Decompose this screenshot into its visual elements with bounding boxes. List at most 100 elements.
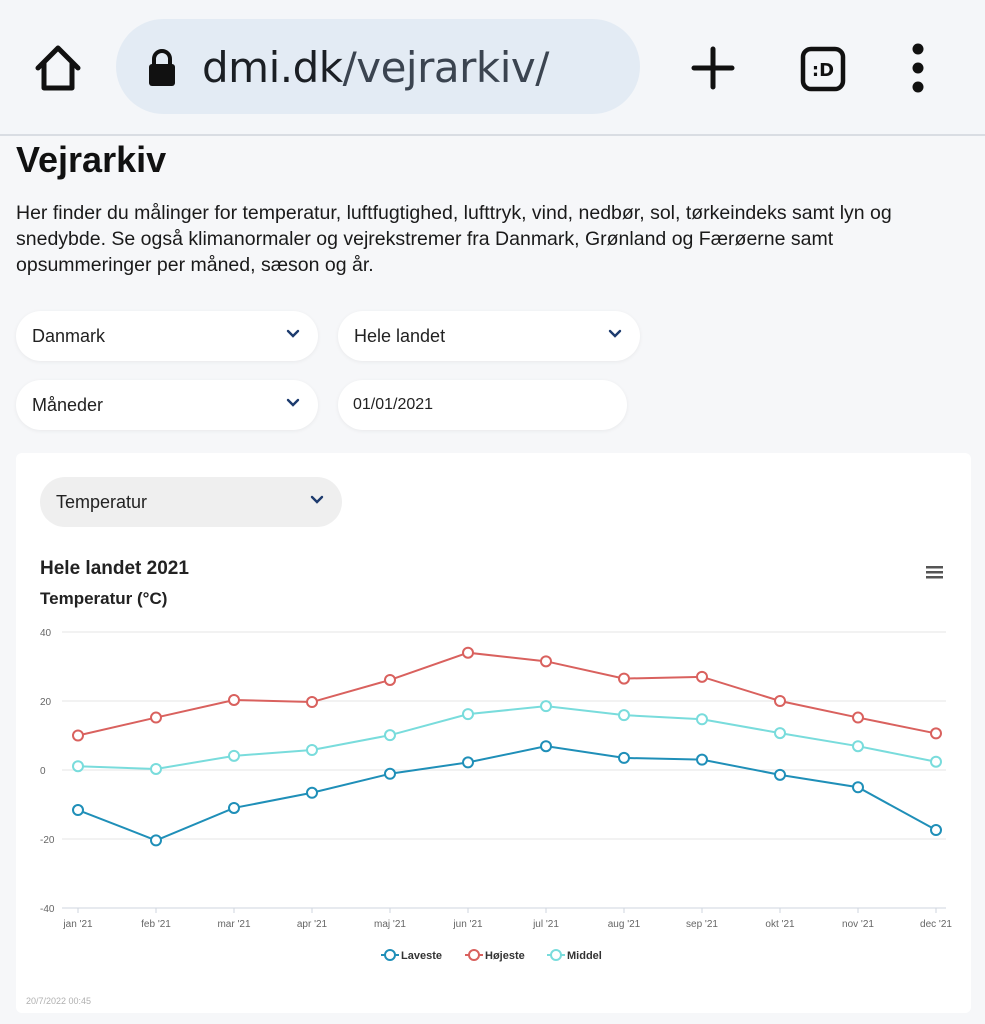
- data-point[interactable]: [540, 655, 552, 668]
- data-point[interactable]: [228, 693, 240, 706]
- country-select[interactable]: Danmark: [16, 311, 318, 361]
- data-point[interactable]: [150, 834, 162, 847]
- series-højeste: [72, 646, 942, 742]
- legend-marker: [468, 949, 480, 961]
- data-point[interactable]: [306, 743, 318, 756]
- data-point[interactable]: [228, 801, 240, 814]
- data-point[interactable]: [462, 646, 474, 659]
- x-tick-label: jul '21: [532, 919, 559, 930]
- series-laveste: [72, 740, 942, 847]
- chart-menu-icon[interactable]: [926, 566, 943, 579]
- data-point[interactable]: [72, 760, 84, 773]
- url-domain: dmi.dk: [202, 43, 343, 92]
- url-text[interactable]: dmi.dk/vejrarkiv/: [202, 40, 549, 96]
- data-point[interactable]: [306, 786, 318, 799]
- legend-label: Middel: [567, 950, 602, 962]
- series-middel: [72, 700, 942, 775]
- browser-toolbar: dmi.dk/vejrarkiv/ :D: [0, 0, 985, 136]
- y-tick-label: 20: [40, 697, 52, 708]
- chevron-down-icon: [608, 329, 622, 338]
- y-tick-label: -40: [40, 904, 55, 915]
- legend-label: Højeste: [485, 950, 525, 962]
- data-point[interactable]: [306, 696, 318, 709]
- legend-marker: [384, 949, 396, 961]
- data-point[interactable]: [774, 695, 786, 707]
- y-tick-label: -20: [40, 835, 55, 846]
- x-tick-label: jan '21: [62, 919, 93, 930]
- period-select-value: Måneder: [32, 394, 104, 415]
- url-path: /vejrarkiv/: [342, 43, 550, 92]
- x-tick-label: nov '21: [842, 919, 874, 930]
- chart-grid: [62, 631, 946, 909]
- data-point[interactable]: [228, 749, 240, 762]
- legend-item[interactable]: Middel: [547, 949, 602, 962]
- legend-marker: [550, 949, 562, 961]
- y-tick-label: 40: [40, 628, 52, 639]
- data-point[interactable]: [618, 709, 630, 722]
- chevron-down-icon: [286, 329, 300, 338]
- x-tick-label: maj '21: [374, 919, 406, 930]
- legend-label: Laveste: [401, 950, 442, 962]
- more-menu-icon[interactable]: [906, 42, 930, 94]
- x-tick-label: apr '21: [297, 919, 328, 930]
- data-point[interactable]: [384, 729, 396, 742]
- data-point[interactable]: [384, 767, 396, 780]
- legend-item[interactable]: Højeste: [465, 949, 525, 962]
- data-point[interactable]: [150, 762, 162, 775]
- home-icon[interactable]: [30, 40, 86, 96]
- x-tick-label: mar '21: [217, 919, 250, 930]
- parameter-select-value: Temperatur: [56, 491, 148, 512]
- chart-card: [16, 453, 971, 1013]
- data-point[interactable]: [72, 729, 84, 742]
- data-point[interactable]: [696, 713, 708, 726]
- chart-subtitle: Temperatur (°C): [40, 589, 167, 608]
- parameter-select[interactable]: Temperatur: [40, 477, 342, 527]
- chart-timestamp: 20/7/2022 00:45: [26, 996, 91, 1006]
- data-point[interactable]: [852, 781, 864, 794]
- data-point[interactable]: [540, 740, 552, 753]
- x-axis: jan '21 feb '21 mar '21 apr '21 maj '21 jun '…: [62, 908, 952, 930]
- region-select[interactable]: Hele landet: [338, 311, 640, 361]
- data-point[interactable]: [930, 727, 942, 740]
- data-point[interactable]: [774, 768, 786, 781]
- data-point[interactable]: [930, 755, 942, 768]
- data-point[interactable]: [384, 673, 396, 686]
- series-line: [77, 745, 937, 842]
- page-title: Vejrarkiv: [16, 139, 167, 180]
- series-line: [77, 651, 937, 737]
- region-select-value: Hele landet: [354, 325, 446, 346]
- address-bar[interactable]: [116, 19, 640, 114]
- tab-switcher-icon[interactable]: :D: [800, 46, 846, 92]
- data-point[interactable]: [774, 727, 786, 740]
- x-tick-label: sep '21: [686, 919, 718, 930]
- data-point[interactable]: [150, 711, 162, 724]
- series-line: [77, 705, 937, 770]
- y-tick-label: 0: [40, 766, 46, 777]
- x-tick-label: feb '21: [141, 919, 171, 930]
- tab-switcher-label: :D: [812, 60, 834, 81]
- data-point[interactable]: [540, 700, 552, 713]
- data-point[interactable]: [852, 740, 864, 753]
- chart-series: [72, 646, 942, 847]
- period-select[interactable]: Måneder: [16, 380, 318, 430]
- x-tick-label: okt '21: [765, 919, 795, 930]
- data-point[interactable]: [852, 711, 864, 724]
- date-input[interactable]: [338, 380, 627, 430]
- data-point[interactable]: [696, 753, 708, 766]
- data-point[interactable]: [618, 751, 630, 764]
- data-point[interactable]: [930, 824, 942, 837]
- data-point[interactable]: [462, 756, 474, 769]
- country-select-value: Danmark: [32, 325, 106, 346]
- chevron-down-icon: [310, 495, 324, 504]
- data-point[interactable]: [618, 672, 630, 685]
- y-axis: 40 20 0 -20 -40: [40, 628, 55, 915]
- new-tab-icon[interactable]: [690, 45, 736, 91]
- data-point[interactable]: [696, 670, 708, 683]
- chevron-down-icon: [286, 398, 300, 407]
- lock-icon: [149, 49, 175, 86]
- intro-text: Her finder du målinger for temperatur, l…: [16, 202, 892, 276]
- data-point[interactable]: [72, 804, 84, 817]
- legend-item[interactable]: Laveste: [381, 949, 442, 962]
- data-point[interactable]: [462, 708, 474, 721]
